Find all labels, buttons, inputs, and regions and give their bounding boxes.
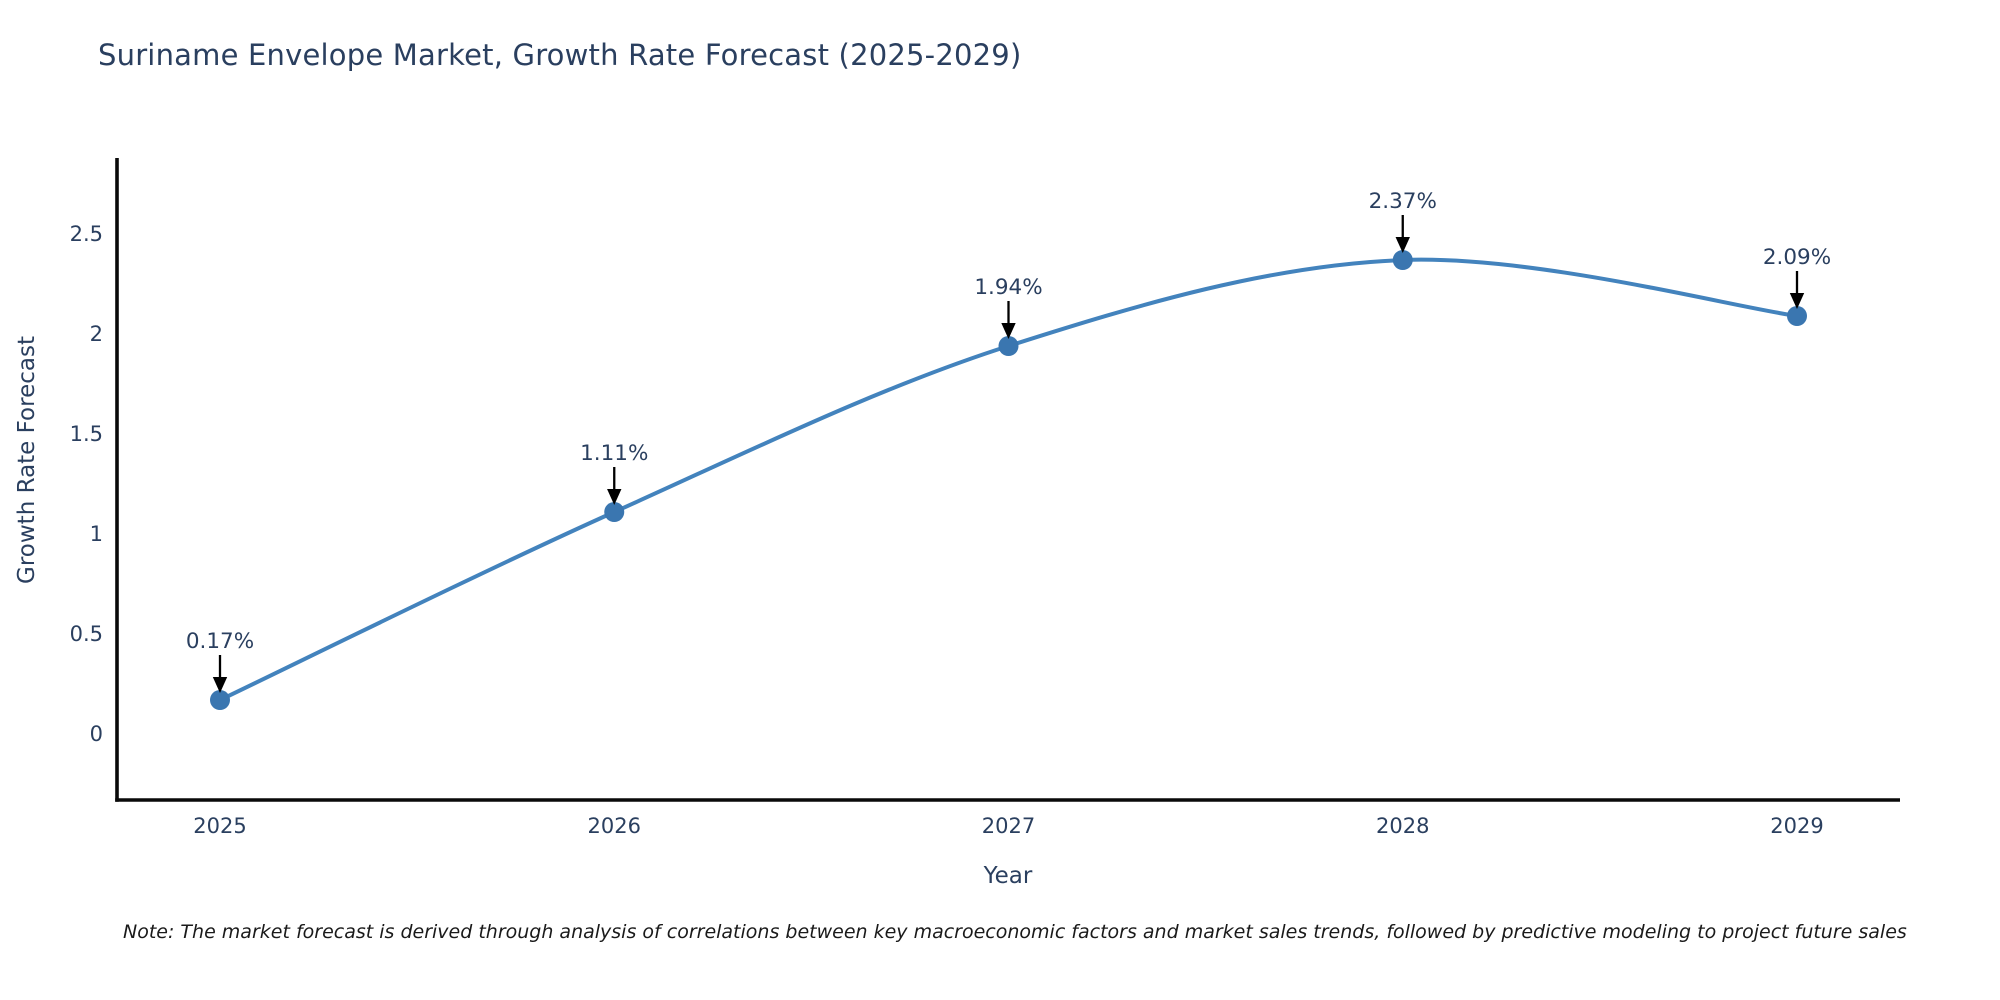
annotation-arrow-head [1001, 323, 1016, 339]
data-point-marker [604, 502, 625, 522]
x-tick-label: 2027 [982, 814, 1035, 838]
x-tick-label: 2029 [1770, 814, 1823, 838]
annotation-arrow-head [1789, 293, 1805, 309]
point-value-label: 0.17% [186, 629, 254, 654]
annotation-arrow-head [212, 677, 228, 693]
chart-title: Suriname Envelope Market, Growth Rate Fo… [98, 38, 1022, 72]
y-tick-label: 0 [90, 722, 103, 746]
x-tick-label: 2025 [193, 814, 246, 838]
point-value-label: 2.37% [1369, 189, 1437, 214]
annotation-arrow-head [1395, 237, 1410, 253]
chart-footnote: Note: The market forecast is derived thr… [123, 921, 1907, 943]
y-tick-label: 1.5 [70, 422, 103, 446]
x-tick-label: 2026 [588, 814, 641, 838]
x-tick-label: 2028 [1376, 814, 1429, 838]
point-value-label: 2.09% [1763, 245, 1831, 270]
y-tick-label: 0.5 [70, 622, 103, 646]
annotation-arrow-head [607, 489, 622, 505]
data-point-marker [998, 336, 1019, 356]
y-tick-label: 2 [90, 322, 103, 346]
data-point-marker [1392, 250, 1413, 270]
x-axis-title: Year [983, 863, 1033, 889]
point-value-label: 1.94% [974, 275, 1042, 300]
y-tick-label: 2.5 [70, 222, 103, 246]
point-value-label: 1.11% [580, 441, 648, 466]
y-tick-label: 1 [90, 522, 103, 546]
data-point-marker [210, 690, 230, 710]
data-point-marker [1787, 306, 1807, 326]
